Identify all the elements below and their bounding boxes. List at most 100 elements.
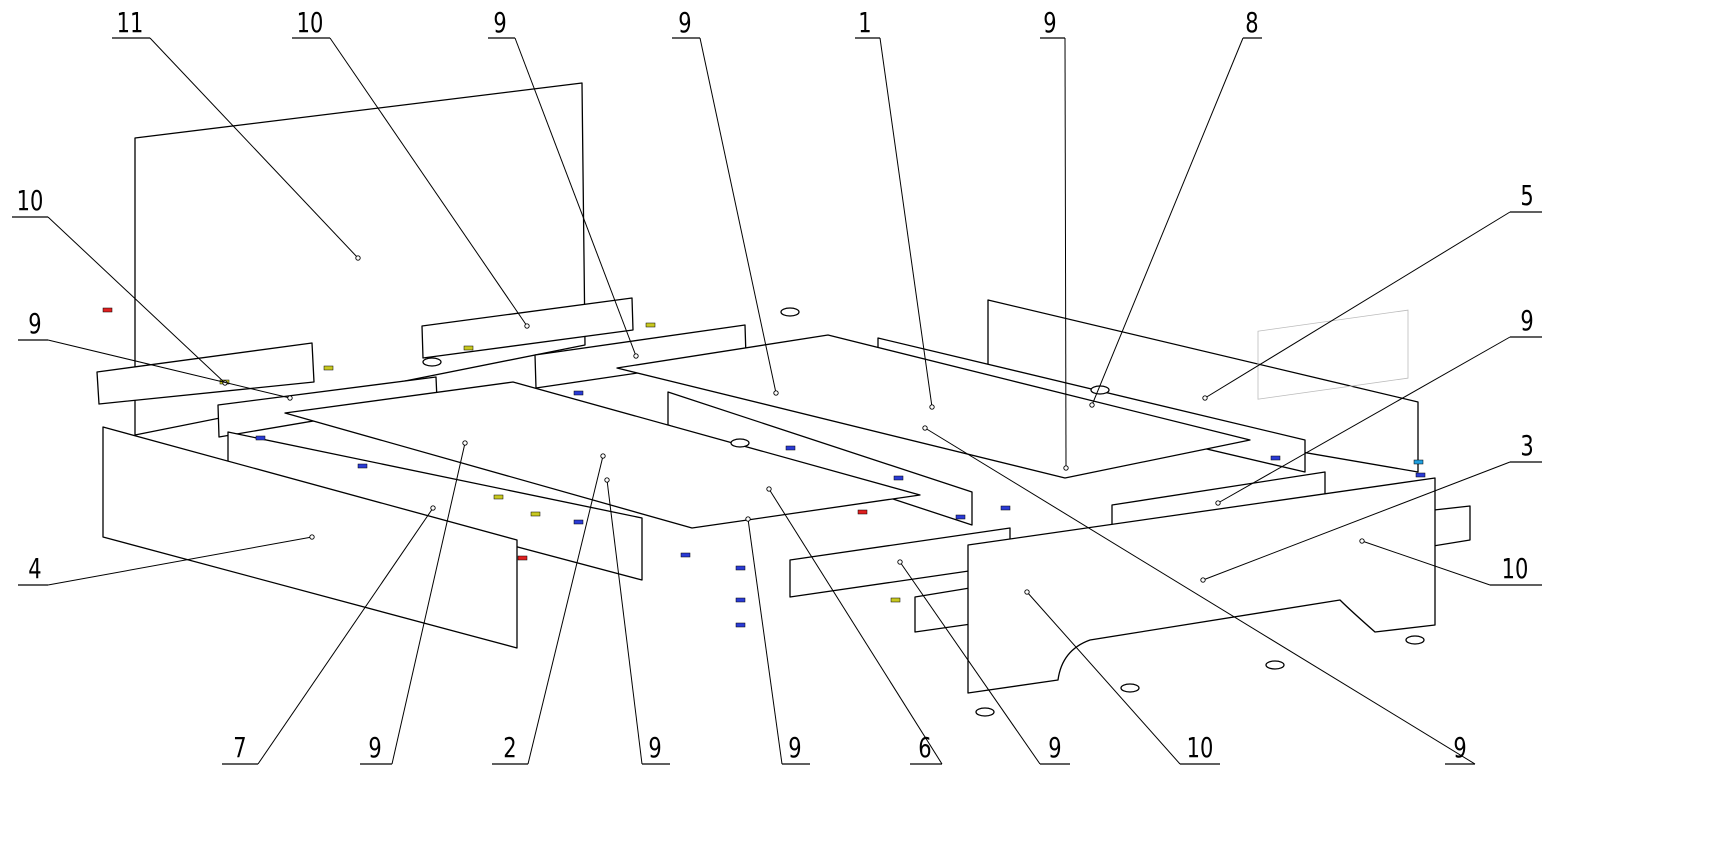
fastener-part	[955, 514, 966, 520]
fastener-part	[1413, 459, 1424, 465]
fastener-part	[463, 345, 474, 351]
fastener-part	[530, 511, 541, 517]
leader-dot	[897, 559, 903, 565]
hardware-part	[1405, 635, 1425, 645]
callout-9: 9	[1040, 6, 1069, 471]
leader-line	[606, 479, 643, 765]
hardware-part	[1120, 683, 1140, 693]
leader-dot	[604, 477, 610, 483]
fastener-part	[1000, 505, 1011, 511]
fastener-part	[323, 365, 334, 371]
callout-label: 1	[858, 6, 871, 39]
fastener-part	[785, 445, 796, 451]
callout-9: 9	[897, 559, 1070, 765]
leader-dot	[1215, 500, 1221, 506]
leader-line	[1361, 540, 1491, 586]
fastener-part	[493, 494, 504, 500]
fastener-part	[890, 597, 901, 603]
callout-9: 9	[672, 6, 779, 396]
hardware-part	[422, 357, 442, 367]
leader-dot	[430, 505, 436, 511]
callout-10: 10	[1359, 538, 1542, 586]
leader-line	[879, 37, 933, 408]
leader-line	[699, 37, 777, 394]
callout-label: 9	[648, 731, 661, 764]
fastener-part	[735, 597, 746, 603]
fastener-part	[857, 509, 868, 515]
fastener-part	[893, 475, 904, 481]
callout-label: 9	[1043, 6, 1056, 39]
leader-dot	[462, 440, 468, 446]
footboard-panel	[967, 477, 1436, 694]
leader-line	[1202, 461, 1511, 581]
callout-label: 10	[297, 6, 324, 39]
fastener-part	[102, 307, 113, 313]
callout-9: 9	[922, 425, 1476, 765]
callout-label: 10	[17, 184, 44, 217]
callout-label: 3	[1520, 429, 1533, 462]
callout-9: 9	[745, 516, 810, 765]
leader-line	[747, 518, 783, 765]
leader-dot	[287, 395, 293, 401]
fastener-part	[255, 435, 266, 441]
fastener-part	[1415, 472, 1426, 478]
callout-10: 10	[1024, 589, 1220, 765]
leader-line	[527, 455, 604, 765]
callout-label: 2	[503, 731, 516, 764]
leader-dot	[1089, 402, 1095, 408]
hardware-part	[1090, 385, 1110, 395]
callout-label: 10	[1187, 731, 1214, 764]
leader-dot	[633, 353, 639, 359]
leader-line	[1091, 37, 1244, 406]
small-panel-left	[96, 342, 315, 405]
leader-line	[514, 37, 637, 357]
callout-label: 7	[233, 731, 246, 764]
leader-dot	[1024, 589, 1030, 595]
leader-dot	[1202, 395, 1208, 401]
leader-line	[329, 37, 528, 327]
leader-dot	[1359, 538, 1365, 544]
callout-9: 9	[18, 307, 293, 401]
callout-label: 8	[1245, 6, 1258, 39]
leader-dot	[929, 404, 935, 410]
callout-label: 9	[1453, 731, 1466, 764]
callout-6: 6	[766, 486, 943, 765]
fastener-part	[645, 322, 656, 328]
leader-line	[1217, 336, 1511, 504]
leader-line	[391, 442, 466, 765]
callout-label: 5	[1520, 179, 1533, 212]
callout-10: 10	[292, 6, 530, 329]
callout-label: 9	[28, 307, 41, 340]
leader-dot	[355, 255, 361, 261]
callout-label: 11	[117, 6, 144, 39]
callout-9: 9	[604, 477, 670, 765]
callout-label: 9	[368, 731, 381, 764]
callout-label: 9	[678, 6, 691, 39]
callout-9: 9	[488, 6, 639, 359]
leader-dot	[524, 323, 530, 329]
fastener-part	[573, 519, 584, 525]
leader-line	[1204, 211, 1511, 399]
callout-11: 11	[112, 6, 361, 261]
leader-line	[899, 561, 1041, 765]
fastener-part	[735, 565, 746, 571]
leader-line	[924, 427, 1476, 765]
fastener-part	[735, 622, 746, 628]
hardware-part	[780, 307, 800, 317]
leader-line	[257, 507, 434, 765]
callout-label: 10	[1502, 552, 1529, 585]
hardware-part	[730, 438, 750, 448]
fastener-part	[357, 463, 368, 469]
leader-line	[1026, 591, 1181, 765]
callout-9: 9	[1215, 304, 1542, 506]
callout-8: 8	[1089, 6, 1262, 408]
callout-3: 3	[1200, 429, 1542, 583]
leader-line	[1064, 37, 1067, 469]
callout-label: 9	[1520, 304, 1533, 337]
leader-dot	[1200, 577, 1206, 583]
callout-label: 9	[1048, 731, 1061, 764]
leader-line	[149, 37, 359, 259]
leader-dot	[309, 534, 315, 540]
